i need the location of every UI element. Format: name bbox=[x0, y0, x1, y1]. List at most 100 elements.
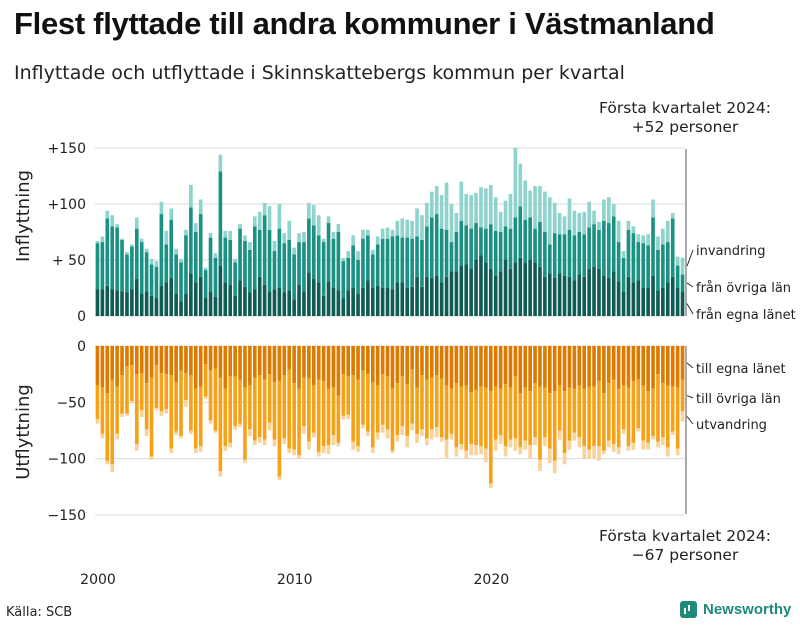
bar-inflyttning-2 bbox=[670, 212, 675, 219]
leader-line-utflyttning bbox=[686, 416, 694, 425]
bar-utflyttning-1 bbox=[282, 375, 287, 439]
bar-utflyttning-2 bbox=[577, 437, 582, 448]
bar-inflyttning-2 bbox=[267, 206, 272, 230]
bar-inflyttning-0 bbox=[562, 275, 567, 316]
bar-utflyttning-2 bbox=[218, 471, 223, 477]
bar-inflyttning-2 bbox=[134, 217, 139, 229]
bar-utflyttning-1 bbox=[420, 375, 424, 430]
bar-utflyttning-2 bbox=[602, 450, 606, 455]
bar-utflyttning-2 bbox=[213, 430, 218, 433]
bar-inflyttning-1 bbox=[552, 233, 557, 278]
bar-inflyttning-0 bbox=[429, 277, 434, 316]
bar-utflyttning-2 bbox=[528, 445, 532, 459]
bar-inflyttning-1 bbox=[380, 238, 385, 288]
bar-inflyttning-2 bbox=[390, 229, 395, 237]
bar-inflyttning-0 bbox=[346, 290, 351, 316]
bar-utflyttning-0 bbox=[336, 346, 341, 396]
bar-utflyttning-1 bbox=[464, 385, 469, 451]
bar-utflyttning-1 bbox=[641, 385, 646, 441]
bar-utflyttning-2 bbox=[646, 442, 650, 450]
bar-inflyttning-1 bbox=[479, 227, 483, 256]
bar-inflyttning-2 bbox=[297, 233, 301, 243]
bar-utflyttning-2 bbox=[661, 437, 665, 446]
bar-inflyttning-1 bbox=[410, 238, 414, 287]
bar-utflyttning-1 bbox=[503, 384, 508, 447]
bar-inflyttning-1 bbox=[218, 171, 223, 266]
bar-utflyttning-0 bbox=[144, 346, 149, 384]
bar-inflyttning-1 bbox=[198, 214, 203, 277]
bar-inflyttning-2 bbox=[518, 163, 523, 207]
bar-utflyttning-0 bbox=[198, 346, 203, 387]
bar-utflyttning-1 bbox=[198, 386, 203, 447]
bar-utflyttning-1 bbox=[257, 375, 262, 438]
bar-inflyttning-1 bbox=[361, 238, 365, 288]
bar-inflyttning-1 bbox=[223, 237, 228, 283]
bar-utflyttning-2 bbox=[302, 425, 306, 434]
bar-inflyttning-2 bbox=[243, 235, 247, 241]
bar-inflyttning-0 bbox=[557, 273, 562, 316]
bar-inflyttning-0 bbox=[641, 288, 646, 316]
bar-utflyttning-2 bbox=[159, 411, 164, 416]
bar-inflyttning-1 bbox=[130, 246, 134, 290]
bar-inflyttning-0 bbox=[193, 282, 198, 316]
bar-utflyttning-1 bbox=[311, 385, 316, 433]
bar-inflyttning-1 bbox=[429, 217, 434, 278]
bar-inflyttning-0 bbox=[439, 282, 444, 316]
bar-utflyttning-1 bbox=[346, 376, 351, 415]
bar-inflyttning-2 bbox=[675, 256, 680, 266]
bar-inflyttning-1 bbox=[115, 227, 119, 291]
bar-inflyttning-0 bbox=[680, 291, 685, 316]
bar-utflyttning-0 bbox=[233, 346, 237, 377]
bar-utflyttning-2 bbox=[243, 459, 247, 464]
bar-utflyttning-1 bbox=[208, 370, 213, 421]
bar-utflyttning-1 bbox=[661, 383, 665, 438]
bar-utflyttning-0 bbox=[267, 346, 272, 375]
bar-utflyttning-1 bbox=[130, 365, 134, 402]
bar-inflyttning-0 bbox=[484, 262, 488, 316]
bar-inflyttning-1 bbox=[587, 227, 591, 269]
bar-inflyttning-2 bbox=[326, 216, 331, 224]
bar-inflyttning-1 bbox=[174, 254, 178, 294]
bar-inflyttning-1 bbox=[179, 262, 183, 302]
bar-inflyttning-1 bbox=[331, 238, 336, 288]
bar-utflyttning-0 bbox=[646, 346, 650, 392]
bar-inflyttning-1 bbox=[189, 207, 193, 274]
bar-inflyttning-0 bbox=[518, 257, 523, 316]
bar-inflyttning-0 bbox=[444, 276, 449, 316]
bar-inflyttning-2 bbox=[493, 197, 498, 231]
bar-utflyttning-1 bbox=[582, 388, 587, 447]
bar-utflyttning-2 bbox=[636, 428, 641, 432]
bar-utflyttning-0 bbox=[100, 346, 105, 388]
bar-inflyttning-2 bbox=[577, 212, 582, 232]
bar-utflyttning-0 bbox=[366, 346, 370, 375]
bar-inflyttning-2 bbox=[208, 233, 213, 238]
bar-utflyttning-1 bbox=[508, 387, 513, 440]
bar-inflyttning-1 bbox=[370, 254, 375, 288]
bar-inflyttning-1 bbox=[248, 249, 252, 293]
bar-utflyttning-0 bbox=[238, 346, 242, 380]
bar-utflyttning-2 bbox=[469, 444, 473, 456]
bar-utflyttning-1 bbox=[193, 388, 198, 449]
bar-inflyttning-1 bbox=[488, 224, 493, 269]
bar-utflyttning-0 bbox=[582, 346, 587, 389]
bar-inflyttning-0 bbox=[326, 281, 331, 316]
bar-utflyttning-1 bbox=[164, 374, 169, 410]
bar-inflyttning-2 bbox=[311, 205, 316, 226]
annotation-top-line2: +52 personer bbox=[631, 118, 739, 136]
bar-utflyttning-2 bbox=[611, 444, 616, 452]
bar-inflyttning-1 bbox=[513, 217, 518, 263]
bar-utflyttning-0 bbox=[597, 346, 601, 381]
bar-utflyttning-1 bbox=[115, 386, 119, 434]
bar-inflyttning-2 bbox=[361, 229, 365, 239]
bar-utflyttning-1 bbox=[154, 365, 159, 408]
bar-inflyttning-0 bbox=[533, 262, 537, 316]
bar-utflyttning-2 bbox=[252, 440, 257, 446]
bar-inflyttning-0 bbox=[361, 288, 365, 316]
bar-utflyttning-1 bbox=[174, 382, 178, 432]
bar-utflyttning-2 bbox=[508, 439, 513, 448]
bar-utflyttning-1 bbox=[656, 374, 660, 442]
bar-inflyttning-2 bbox=[193, 223, 198, 232]
bar-inflyttning-0 bbox=[493, 275, 498, 316]
bar-utflyttning-2 bbox=[454, 447, 459, 457]
